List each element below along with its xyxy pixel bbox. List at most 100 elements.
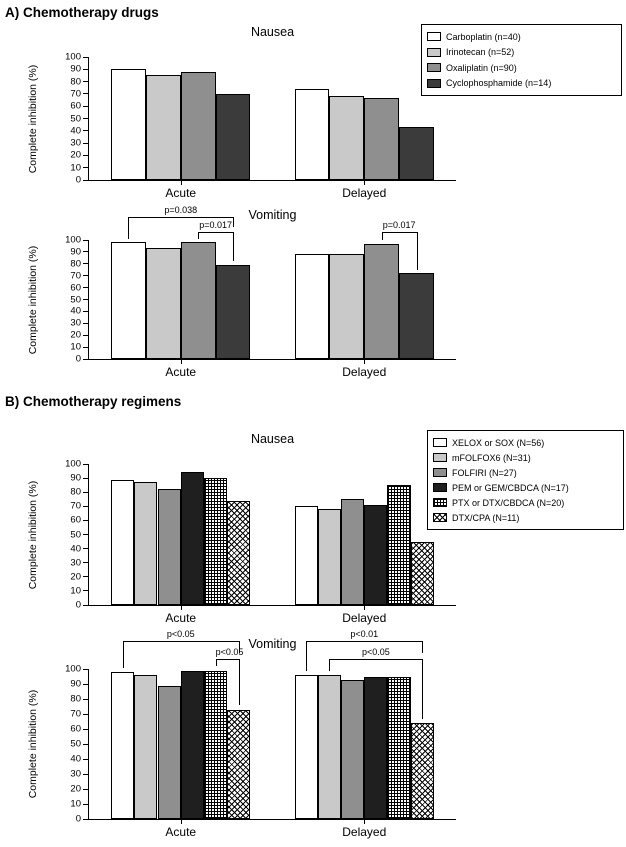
- black-swatch-icon: [433, 483, 447, 492]
- y-tick-mark: [83, 683, 89, 685]
- x-category-label: Acute: [165, 825, 197, 839]
- bar-s5-c1: [410, 723, 434, 819]
- legend-chemotherapy-regimens: XELOX or SOX (N=56) mFOLFOX6 (N=31) FOLFIR…: [427, 430, 624, 530]
- y-tick-label: 60: [70, 514, 81, 526]
- y-tick-label: 80: [70, 693, 81, 705]
- y-tick-mark: [83, 68, 89, 70]
- y-tick-label: 50: [70, 529, 81, 540]
- significance-bracket-drop: [215, 658, 217, 666]
- significance-bracket-drop: [198, 231, 200, 239]
- y-tick-mark: [83, 154, 89, 156]
- significance-bracket-drop: [422, 640, 424, 653]
- y-tick-label: 40: [70, 543, 81, 555]
- bar-s3-c0: [215, 265, 251, 359]
- significance-label: p<0.01: [350, 628, 379, 639]
- y-tick-mark: [83, 505, 89, 507]
- y-tick-mark: [83, 818, 89, 820]
- chart-title: Vomiting: [248, 208, 297, 222]
- y-tick-label: 0: [75, 599, 81, 611]
- y-tick-label: 80: [70, 486, 81, 498]
- chart-drugs-nausea: Nausea Complete inhibition (%) 0 10 20 30 40 50…: [27, 25, 456, 200]
- y-tick-label: 100: [65, 51, 81, 63]
- chart-regimens-nausea: Nausea Complete inhibition (%) 0 10 20 30 40 50…: [27, 432, 456, 625]
- legend-item: XELOX or SOX (N=56): [433, 438, 618, 448]
- chart-drugs-vomiting: Vomiting Complete inhibition (%) 0 10 20 30 40…: [27, 205, 456, 379]
- significance-bracket-drop: [238, 658, 240, 705]
- y-tick-label: 50: [70, 294, 81, 305]
- bar-s1-c1: [329, 96, 365, 180]
- legend-item-label: FOLFIRI (N=27): [452, 467, 517, 478]
- significance-label: p<0.05: [361, 646, 390, 657]
- y-tick-mark: [83, 118, 89, 119]
- y-tick-label: 50: [70, 738, 81, 750]
- bar-s2-c1: [341, 679, 365, 819]
- significance-bracket-drop: [329, 658, 331, 671]
- y-axis-label: Complete inhibition (%): [27, 64, 39, 173]
- y-tick-mark: [83, 334, 89, 336]
- legend-item: Irinotecan (n=52): [427, 47, 616, 57]
- y-tick-label: 80: [70, 258, 81, 270]
- y-tick-mark: [83, 310, 89, 312]
- x-tick-mark: [180, 359, 182, 364]
- significance-label: p<0.05: [215, 646, 244, 657]
- y-tick-mark: [83, 142, 89, 144]
- significance-bracket-drop: [422, 658, 424, 719]
- y-tick-label: 30: [70, 768, 81, 780]
- y-tick-label: 10: [70, 341, 81, 353]
- y-tick-label: 70: [70, 708, 81, 720]
- bar-s4-c0: [203, 478, 228, 605]
- legend-item: mFOLFOX6 (N=31): [433, 453, 618, 463]
- significance-bracket: [128, 217, 234, 219]
- section-a-title: A) Chemotherapy drugs: [5, 5, 159, 20]
- legend-item: Carboplatin (n=40): [427, 32, 616, 42]
- x-category-label: Delayed: [342, 825, 387, 839]
- y-tick-label: 10: [70, 585, 81, 597]
- gray-swatch-icon: [433, 468, 447, 477]
- chart-title: Nausea: [250, 432, 295, 446]
- y-tick-mark: [83, 299, 89, 300]
- bar-s3-c1: [364, 676, 388, 819]
- x-tick-mark: [364, 359, 366, 364]
- bar-s0-c0: [111, 69, 146, 180]
- y-tick-mark: [83, 548, 89, 550]
- significance-bracket: [122, 640, 239, 642]
- white-swatch-icon: [433, 438, 447, 447]
- significance-bracket-drop: [238, 640, 240, 653]
- y-tick-mark: [83, 287, 89, 289]
- y-tick-mark: [83, 263, 89, 265]
- y-tick-label: 30: [70, 137, 81, 149]
- bar-s3-c1: [399, 127, 434, 180]
- y-tick-mark: [83, 773, 89, 775]
- significance-bracket: [198, 231, 234, 233]
- bar-s2-c1: [364, 97, 400, 180]
- significance-label: p=0.017: [382, 219, 416, 230]
- significance-label: p=0.017: [199, 219, 232, 230]
- y-tick-mark: [83, 167, 89, 169]
- y-tick-mark: [83, 562, 89, 564]
- lightgray-swatch-icon: [433, 453, 447, 462]
- y-tick-mark: [83, 358, 89, 360]
- bar-s3-c1: [399, 273, 434, 359]
- y-tick-mark: [83, 477, 89, 479]
- bar-s3-c0: [215, 93, 251, 180]
- y-tick-label: 30: [70, 557, 81, 569]
- y-tick-mark: [83, 728, 89, 730]
- bar-s4-c1: [387, 676, 411, 819]
- y-tick-label: 30: [70, 317, 81, 329]
- legend-item-label: PEM or GEM/CBDCA (N=17): [452, 482, 569, 493]
- y-tick-label: 60: [70, 282, 81, 294]
- bar-s1-c0: [134, 675, 158, 819]
- y-tick-label: 80: [70, 76, 81, 88]
- y-tick-mark: [83, 275, 89, 277]
- bar-s5-c1: [410, 541, 434, 605]
- y-tick-label: 90: [70, 472, 81, 484]
- bar-s2-c1: [364, 243, 400, 359]
- legend-item: DTX/CPA (N=11): [433, 513, 618, 523]
- y-tick-label: 40: [70, 753, 81, 765]
- y-tick-mark: [83, 668, 89, 670]
- bar-s0-c0: [111, 242, 146, 359]
- y-axis-label: Complete inhibition (%): [27, 480, 39, 589]
- y-tick-label: 0: [75, 174, 81, 186]
- bar-s1-c1: [317, 675, 341, 819]
